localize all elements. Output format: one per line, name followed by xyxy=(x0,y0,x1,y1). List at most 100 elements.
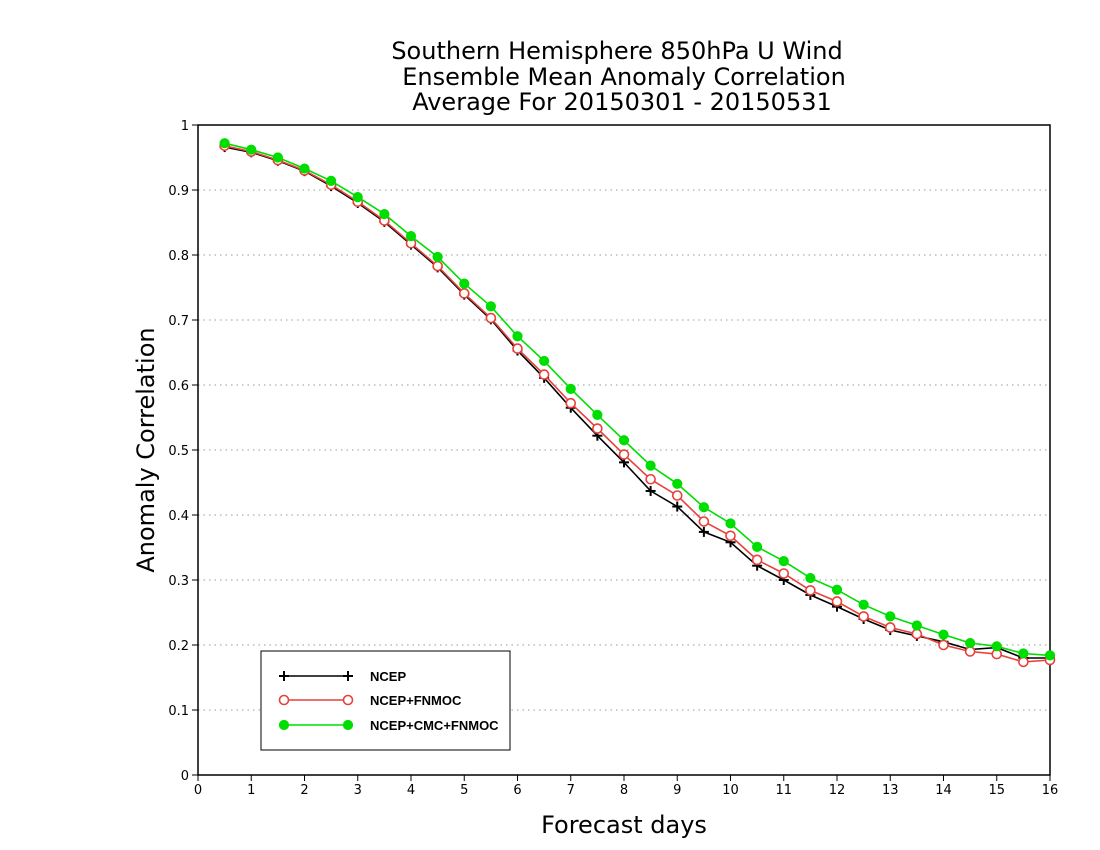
data-point-ncep-cmc-fnmoc xyxy=(618,435,630,446)
data-point-ncep-cmc-fnmoc xyxy=(246,144,257,155)
data-point-ncep-cmc-fnmoc xyxy=(645,460,656,471)
data-point-ncep-fnmoc xyxy=(645,473,656,485)
data-point-ncep-fnmoc xyxy=(671,490,683,501)
y-axis-title: Anomaly Correlation xyxy=(132,327,160,572)
x-tick-label: 0 xyxy=(194,783,202,798)
x-tick-label: 15 xyxy=(988,783,1005,798)
legend-marker xyxy=(342,719,354,731)
x-tick-label: 3 xyxy=(354,783,362,798)
data-point-ncep-cmc-fnmoc xyxy=(965,637,976,649)
y-tick-label: 0 xyxy=(181,769,189,784)
data-point-ncep-fnmoc xyxy=(805,585,816,596)
data-point-ncep-fnmoc xyxy=(725,530,736,542)
data-point-ncep-cmc-fnmoc xyxy=(432,251,443,263)
data-point-ncep-cmc-fnmoc xyxy=(299,163,310,174)
data-point-ncep-cmc-fnmoc xyxy=(698,502,709,513)
legend-marker xyxy=(342,694,354,706)
legend-label: NCEP xyxy=(370,669,406,684)
data-point-ncep-cmc-fnmoc xyxy=(672,478,683,489)
series-ncep-fnmoc xyxy=(219,140,1056,668)
series-layer xyxy=(219,138,1056,668)
data-point-ncep-cmc-fnmoc xyxy=(938,629,949,640)
data-point-ncep-fnmoc xyxy=(565,397,577,409)
data-point-ncep-cmc-fnmoc xyxy=(459,278,470,289)
chart-title-line-3: Average For 20150301 - 20150531 xyxy=(412,88,832,116)
data-point-ncep-fnmoc xyxy=(485,312,497,324)
x-tick-label: 13 xyxy=(882,783,899,798)
data-point-ncep-cmc-fnmoc xyxy=(272,152,283,163)
data-point-ncep-cmc-fnmoc xyxy=(326,175,337,186)
data-point-ncep-fnmoc xyxy=(751,554,763,566)
x-tick-label: 7 xyxy=(567,783,575,798)
legend-marker xyxy=(343,671,353,681)
x-tick-label: 14 xyxy=(935,783,952,798)
x-tick-label: 2 xyxy=(300,783,308,798)
y-tick-label: 0.6 xyxy=(168,379,189,394)
data-point-ncep-cmc-fnmoc xyxy=(352,192,363,203)
y-tick-label: 0.9 xyxy=(168,184,189,199)
legend-marker xyxy=(278,719,290,731)
y-tick-label: 0.3 xyxy=(168,574,189,589)
legend-item-ncep-fnmoc: NCEP+FNMOC xyxy=(278,693,462,708)
x-tick-label: 8 xyxy=(620,783,628,798)
data-point-ncep-fnmoc xyxy=(512,343,523,354)
legend-marker xyxy=(278,694,290,706)
data-point-ncep-fnmoc xyxy=(458,288,470,299)
x-tick-label: 16 xyxy=(1042,783,1059,798)
data-point-ncep-cmc-fnmoc xyxy=(405,231,417,242)
series-line-ncep-fnmoc xyxy=(224,145,1051,663)
data-point-ncep-fnmoc xyxy=(778,568,790,579)
y-tick-label: 0.4 xyxy=(168,509,189,524)
x-tick-label: 6 xyxy=(513,783,521,798)
data-point-ncep-cmc-fnmoc xyxy=(379,208,390,220)
x-tick-label: 1 xyxy=(247,783,255,798)
axis-ticks: 00.10.20.30.40.50.60.70.80.910 1 2 3 4 5 6 7 8 9 1… xyxy=(168,119,1058,798)
series-line-ncep xyxy=(224,146,1050,659)
data-point-ncep xyxy=(698,526,709,537)
data-point-ncep-cmc-fnmoc xyxy=(885,611,896,622)
data-point-ncep-cmc-fnmoc xyxy=(565,383,576,394)
chart-title-line-1: Southern Hemisphere 850hPa U Wind xyxy=(391,37,842,65)
data-point-ncep-cmc-fnmoc xyxy=(831,584,843,595)
legend-items: NCEP NCEP+FNMOC NCEP+CMC+FNMOC xyxy=(278,669,499,733)
data-point-ncep-cmc-fnmoc xyxy=(1018,648,1029,659)
x-tick-label: 4 xyxy=(407,783,415,798)
legend-item-ncep-cmc-fnmoc: NCEP+CMC+FNMOC xyxy=(278,718,499,733)
legend-label: NCEP+CMC+FNMOC xyxy=(370,718,499,733)
data-point-ncep-cmc-fnmoc xyxy=(512,331,523,342)
y-tick-label: 0.7 xyxy=(168,314,189,329)
legend-item-ncep: NCEP xyxy=(279,669,406,684)
x-tick-label: 9 xyxy=(673,783,681,798)
data-point-ncep-fnmoc xyxy=(432,260,443,272)
data-point-ncep-fnmoc xyxy=(538,369,550,380)
data-point-ncep-fnmoc xyxy=(964,646,976,657)
series-ncep xyxy=(219,142,1055,663)
chart-title: Southern Hemisphere 850hPa U Wind Ensemb… xyxy=(391,37,845,116)
data-point-ncep-fnmoc xyxy=(698,516,710,527)
data-point-ncep-fnmoc xyxy=(938,639,949,651)
series-line-ncep-cmc-fnmoc xyxy=(224,142,1051,657)
y-tick-label: 0.8 xyxy=(168,249,189,264)
data-point-ncep-fnmoc xyxy=(592,423,603,434)
data-point-ncep-fnmoc xyxy=(858,611,869,622)
data-point-ncep-fnmoc xyxy=(911,628,923,640)
chart-title-line-2: Ensemble Mean Anomaly Correlation xyxy=(402,63,846,91)
x-tick-label: 5 xyxy=(460,783,468,798)
x-tick-label: 10 xyxy=(722,783,739,798)
legend-label: NCEP+FNMOC xyxy=(370,693,462,708)
data-point-ncep-cmc-fnmoc xyxy=(539,355,550,367)
data-point-ncep-fnmoc xyxy=(618,449,630,460)
series-ncep-cmc-fnmoc xyxy=(219,138,1056,661)
data-point-ncep-fnmoc xyxy=(831,596,843,607)
gridlines xyxy=(198,189,1050,711)
x-axis-title: Forecast days xyxy=(541,811,707,839)
data-point-ncep-cmc-fnmoc xyxy=(805,572,816,584)
data-point-ncep-cmc-fnmoc xyxy=(991,641,1002,652)
y-tick-label: 1 xyxy=(181,119,189,134)
data-point-ncep xyxy=(672,501,683,512)
data-point-ncep xyxy=(645,485,656,496)
x-tick-label: 11 xyxy=(775,783,792,798)
data-point-ncep-cmc-fnmoc xyxy=(911,620,922,631)
data-point-ncep-cmc-fnmoc xyxy=(485,301,496,312)
data-point-ncep-cmc-fnmoc xyxy=(592,409,603,420)
